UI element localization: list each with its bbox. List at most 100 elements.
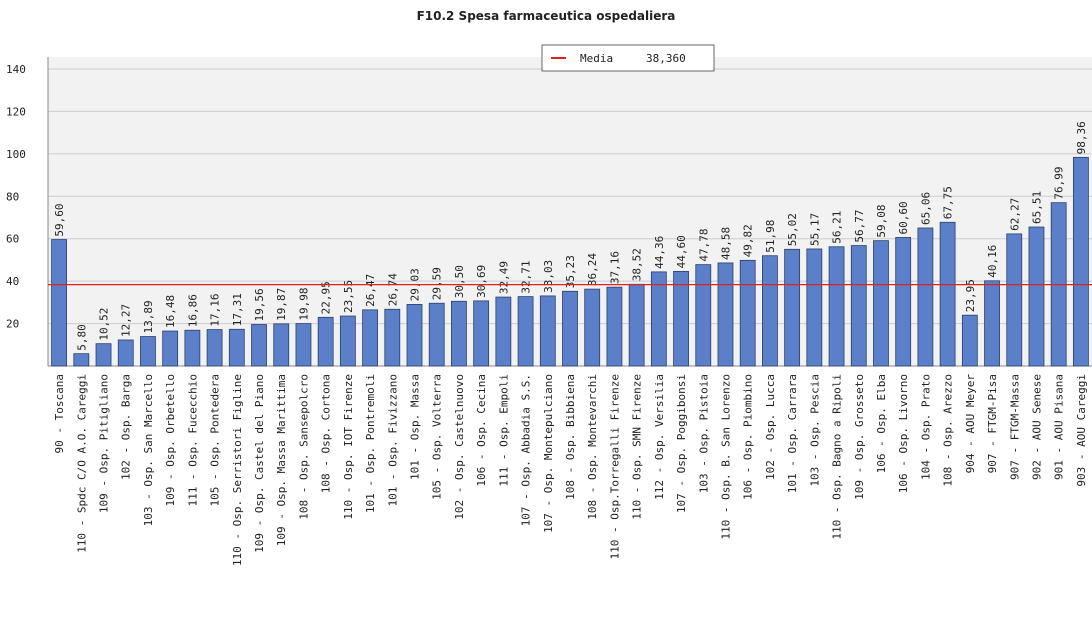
bar [762, 255, 778, 367]
y-tick-label: 100 [6, 148, 26, 161]
bar [273, 323, 290, 367]
x-tick-label: 904 - AOU Meyer [964, 374, 977, 474]
bar [251, 324, 267, 367]
value-label: 19,98 [297, 287, 310, 320]
x-tick-label: 110 - Osp. Bagno a Ripoli [831, 374, 844, 540]
y-tick-label: 40 [6, 275, 19, 288]
value-label: 98,36 [1075, 121, 1088, 154]
value-label: 26,74 [386, 273, 399, 306]
value-label: 38,52 [631, 248, 644, 281]
x-tick-label: 104 - Osp. Prato [919, 374, 932, 480]
x-tick-label: 101 - Osp. Carrara [786, 374, 799, 493]
bar [495, 296, 512, 367]
bar [295, 323, 312, 367]
bar [95, 343, 112, 367]
x-tick-label: 109 - Osp. Pitigliano [98, 374, 111, 513]
y-tick-label: 120 [6, 105, 26, 118]
value-label: 65,06 [919, 192, 932, 225]
x-tick-label: 907 - FTGM-Pisa [986, 374, 999, 473]
bar [1006, 233, 1023, 367]
bar [339, 315, 356, 367]
value-label: 59,08 [875, 205, 888, 238]
value-label: 10,52 [98, 308, 111, 341]
bar [473, 300, 490, 367]
value-label: 23,95 [964, 279, 977, 312]
value-label: 55,02 [786, 213, 799, 246]
x-tick-label: 106 - Osp. Livorno [897, 374, 910, 493]
value-label: 51,98 [764, 220, 777, 253]
bar [517, 296, 534, 367]
x-tick-label: 103 - Osp. Pescia [808, 374, 821, 487]
y-tick-label: 80 [6, 190, 19, 203]
value-label: 32,71 [520, 260, 533, 293]
x-tick-label: 109 - Osp. Castel del Piano [253, 374, 266, 553]
bar [961, 314, 978, 367]
bar [939, 221, 956, 367]
y-tick-label: 140 [6, 63, 26, 76]
x-tick-label: 107 - Osp. Abbadia S.S. [520, 374, 533, 526]
chart-title: F10.2 Spesa farmaceutica ospedaliera [417, 9, 676, 23]
bar [739, 259, 756, 367]
x-tick-label: 106 - Osp. Elba [875, 374, 888, 473]
legend-value: 38,360 [646, 52, 686, 65]
x-tick-label: 106 - Osp. Piombino [742, 374, 755, 500]
x-tick-label: 102 - Osp. Lucca [764, 374, 777, 480]
x-tick-label: 109 - Osp. Orbetello [164, 374, 177, 506]
x-tick-label: 110 - Osp.Torregalli Firenze [608, 374, 621, 559]
bar [362, 309, 378, 367]
x-tick-label: 111 - Osp. Fucecchio [186, 374, 199, 506]
bar [384, 308, 401, 367]
bar [895, 237, 912, 367]
value-label: 19,87 [275, 288, 288, 321]
x-tick-label: 111 - Osp. Empoli [497, 374, 510, 487]
bar [539, 295, 556, 367]
x-tick-label: 108 - Osp. Cortona [320, 374, 333, 493]
value-label: 23,55 [342, 280, 355, 313]
value-label: 56,77 [853, 209, 866, 242]
value-label: 26,47 [364, 274, 377, 307]
value-label: 19,56 [253, 288, 266, 321]
bar [784, 248, 801, 367]
value-label: 55,17 [808, 213, 821, 246]
x-tick-label: 102 - Osp. Barga [120, 374, 133, 480]
x-tick-label: 110 - Osp. SMN Firenze [631, 374, 644, 520]
value-label: 47,78 [697, 229, 710, 262]
x-tick-label: 105 - Osp. Volterra [431, 374, 444, 500]
value-label: 44,60 [675, 235, 688, 268]
bar [717, 262, 734, 367]
bar [406, 304, 423, 367]
bar [850, 245, 867, 367]
bar [451, 300, 467, 367]
value-label: 13,89 [142, 300, 155, 333]
value-label: 56,21 [831, 211, 844, 244]
bar [562, 290, 578, 367]
bar [428, 302, 445, 367]
value-label: 37,16 [608, 251, 621, 284]
value-label: 30,50 [453, 265, 466, 298]
x-tick-label: 108 - Osp. Sansepolcro [297, 374, 310, 520]
value-label: 16,86 [186, 294, 199, 327]
bar [984, 280, 1000, 367]
value-label: 40,16 [986, 245, 999, 278]
bar [584, 288, 601, 367]
bar [828, 246, 845, 367]
x-tick-label: 108 - Osp. Arezzo [942, 374, 955, 487]
x-tick-label: 907 - FTGM-Massa [1008, 374, 1021, 480]
x-tick-label: 90 - Toscana [53, 374, 66, 453]
value-label: 36,24 [586, 253, 599, 286]
legend-label: Media [580, 52, 613, 65]
x-tick-label: 102 - Osp. Castelnuovo [453, 374, 466, 520]
x-tick-label: 106 - Osp. Cecina [475, 374, 488, 487]
x-tick-label: 108 - Osp. Montevarchi [586, 374, 599, 520]
bar [873, 240, 889, 367]
x-tick-label: 107 - Osp. Poggibonsi [675, 374, 688, 513]
value-label: 32,49 [497, 261, 510, 294]
value-label: 29,59 [431, 267, 444, 300]
x-tick-label: 107 - Osp. Montepulciano [542, 374, 555, 533]
bar [228, 328, 245, 367]
value-label: 59,60 [53, 203, 66, 236]
bar [1028, 226, 1045, 367]
y-tick-label: 60 [6, 233, 19, 246]
bar [695, 264, 712, 367]
x-tick-label: 101 - Osp. Massa [409, 374, 422, 480]
